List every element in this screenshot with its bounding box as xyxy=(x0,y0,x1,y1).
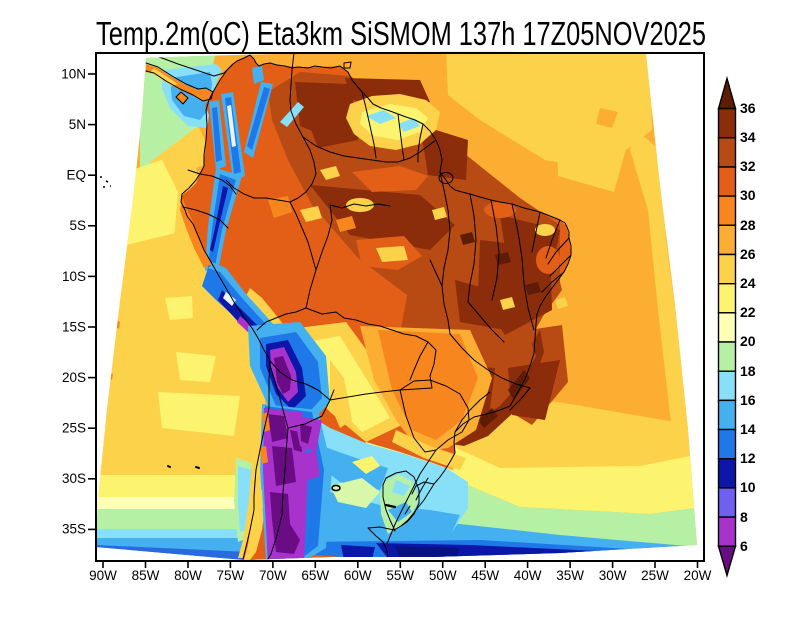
svg-text:20S: 20S xyxy=(62,370,86,385)
svg-text:Temp.2m(oC) Eta3km SiSMOM 137h: Temp.2m(oC) Eta3km SiSMOM 137h 17Z05NOV2… xyxy=(96,15,706,52)
svg-text:36: 36 xyxy=(740,100,756,116)
svg-text:70W: 70W xyxy=(259,568,287,583)
svg-text:50W: 50W xyxy=(429,568,457,583)
svg-text:30W: 30W xyxy=(599,568,627,583)
svg-text:12: 12 xyxy=(740,450,756,466)
svg-text:65W: 65W xyxy=(301,568,329,583)
svg-text:32: 32 xyxy=(740,158,756,174)
svg-text:5S: 5S xyxy=(69,218,86,233)
svg-text:5N: 5N xyxy=(69,117,86,132)
svg-text:55W: 55W xyxy=(386,568,414,583)
svg-text:6: 6 xyxy=(740,538,748,554)
svg-text:24: 24 xyxy=(740,275,756,291)
svg-text:25S: 25S xyxy=(62,421,86,436)
svg-text:45W: 45W xyxy=(471,568,499,583)
svg-text:15S: 15S xyxy=(62,320,86,335)
svg-text:22: 22 xyxy=(740,304,756,320)
svg-text:30: 30 xyxy=(740,187,756,203)
svg-text:60W: 60W xyxy=(344,568,372,583)
svg-text:75W: 75W xyxy=(217,568,245,583)
svg-text:90W: 90W xyxy=(89,568,117,583)
svg-text:35W: 35W xyxy=(556,568,584,583)
svg-text:35S: 35S xyxy=(62,522,86,537)
svg-text:EQ: EQ xyxy=(66,168,86,183)
svg-text:16: 16 xyxy=(740,392,756,408)
svg-text:8: 8 xyxy=(740,509,748,525)
svg-text:30S: 30S xyxy=(62,471,86,486)
svg-text:34: 34 xyxy=(740,129,756,145)
svg-text:40W: 40W xyxy=(514,568,542,583)
svg-text:20: 20 xyxy=(740,333,756,349)
svg-text:10S: 10S xyxy=(62,269,86,284)
svg-text:80W: 80W xyxy=(174,568,202,583)
svg-text:28: 28 xyxy=(740,217,756,233)
svg-text:25W: 25W xyxy=(641,568,669,583)
svg-text:26: 26 xyxy=(740,246,756,262)
svg-text:10N: 10N xyxy=(61,67,86,82)
svg-text:20W: 20W xyxy=(684,568,712,583)
svg-text:18: 18 xyxy=(740,363,756,379)
svg-text:10: 10 xyxy=(740,479,756,495)
svg-text:14: 14 xyxy=(740,421,756,437)
svg-text:85W: 85W xyxy=(132,568,160,583)
